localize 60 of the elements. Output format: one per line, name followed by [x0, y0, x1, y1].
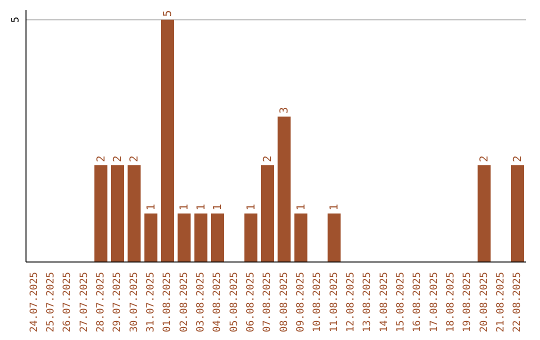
- data-label: 1: [211, 204, 224, 211]
- x-tick-label: 11.08.2025: [328, 272, 340, 332]
- data-label: 1: [328, 204, 341, 211]
- x-tick-label: 24.07.2025: [28, 272, 40, 332]
- data-label: 1: [144, 204, 158, 211]
- x-tick-label: 13.08.2025: [362, 272, 374, 332]
- x-tick-label: 05.08.2025: [228, 272, 240, 332]
- x-tick-label: 27.07.2025: [78, 272, 90, 332]
- data-label: 1: [244, 204, 258, 211]
- x-tick-label: 06.08.2025: [246, 272, 256, 332]
- bar: [278, 116, 291, 262]
- bar: [161, 20, 174, 262]
- x-tick-label: 30.07.2025: [128, 272, 140, 332]
- data-label: 1: [178, 204, 191, 211]
- bar: [128, 165, 141, 262]
- x-tick-label: 09.08.2025: [296, 272, 306, 332]
- x-tick-label: 10.08.2025: [312, 272, 324, 332]
- data-label: 2: [261, 155, 274, 162]
- x-tick-label: 03.08.2025: [196, 272, 206, 332]
- x-tick-label: 22.08.2025: [512, 272, 524, 332]
- bar: [328, 214, 341, 262]
- bar: [244, 214, 258, 262]
- x-tick-label: 21.08.2025: [496, 272, 506, 332]
- x-tick-label: 18.08.2025: [446, 272, 456, 332]
- bar: [111, 165, 124, 262]
- data-label: 1: [194, 204, 208, 211]
- x-tick-label: 04.08.2025: [212, 272, 224, 332]
- data-label: 2: [478, 155, 491, 162]
- bar: [478, 165, 491, 262]
- bar: [94, 165, 108, 262]
- bar: [294, 214, 308, 262]
- x-tick-label: 17.08.2025: [428, 272, 440, 332]
- bar: [144, 214, 158, 262]
- x-tick-label: 31.07.2025: [146, 272, 156, 332]
- x-tick-label: 08.08.2025: [278, 272, 290, 332]
- x-tick-label: 12.08.2025: [346, 272, 356, 332]
- x-tick-label: 16.08.2025: [412, 272, 424, 332]
- x-tick-label: 20.08.2025: [478, 272, 490, 332]
- x-tick-label: 26.07.2025: [62, 272, 74, 332]
- x-tick-label: 29.07.2025: [112, 272, 124, 332]
- bar: [211, 214, 224, 262]
- x-tick-label: 07.08.2025: [262, 272, 274, 332]
- x-tick-label: 25.07.2025: [46, 272, 56, 332]
- x-tick-label: 28.07.2025: [96, 272, 106, 332]
- data-label: 2: [511, 155, 524, 162]
- bar: [194, 214, 208, 262]
- x-tick-label: 19.08.2025: [462, 272, 474, 332]
- bar: [511, 165, 524, 262]
- data-label: 3: [278, 106, 291, 114]
- data-label: 2: [94, 155, 108, 162]
- x-tick-label: 14.08.2025: [378, 272, 390, 332]
- data-label: 2: [128, 155, 141, 162]
- bar: [178, 214, 191, 262]
- bar: [261, 165, 274, 262]
- data-label: 2: [111, 155, 124, 162]
- data-label: 5: [161, 10, 174, 17]
- x-tick-label: 02.08.2025: [178, 272, 190, 332]
- x-tick-label: 15.08.2025: [396, 272, 406, 332]
- x-tick-label: 01.08.2025: [162, 272, 174, 332]
- data-label: 1: [294, 204, 308, 211]
